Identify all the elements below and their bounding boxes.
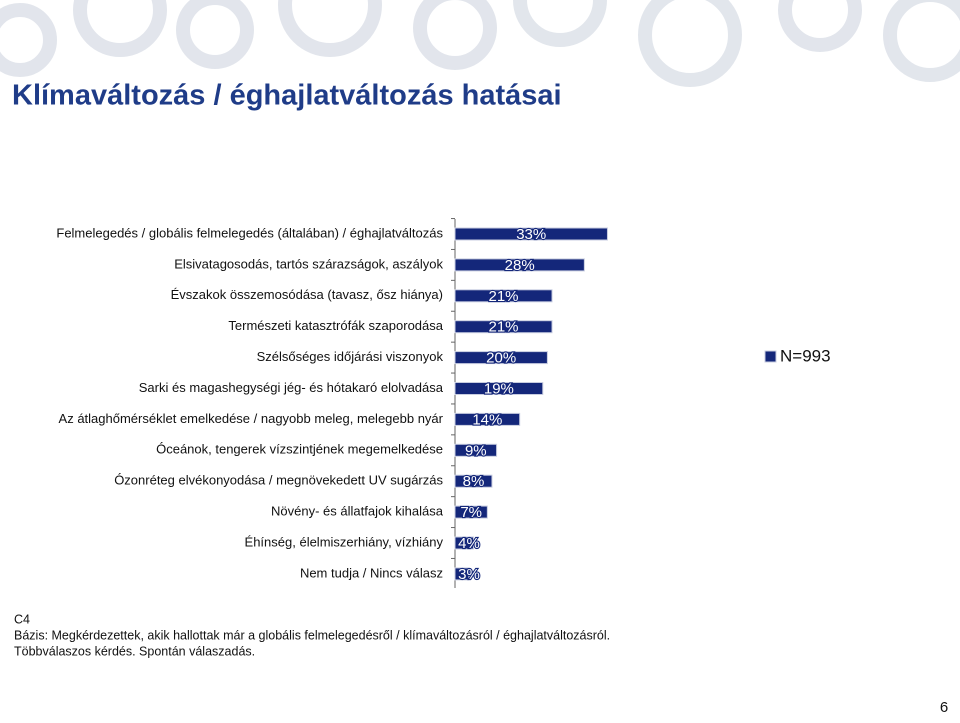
value-label: 8% xyxy=(463,473,485,490)
category-label: Szélsőséges időjárási viszonyok xyxy=(257,349,444,364)
category-label: Nem tudja / Nincs válasz xyxy=(300,565,443,580)
footnote: Többválaszos kérdés. Spontán válaszadás. xyxy=(14,644,255,658)
decoration xyxy=(0,0,960,87)
category-label: Évszakok összemosódása (tavasz, ősz hián… xyxy=(171,287,443,302)
category-label: Felmelegedés / globális felmelegedés (ál… xyxy=(56,225,443,240)
category-label: Növény- és állatfajok kihalása xyxy=(271,504,444,519)
category-label: Ózonréteg elvékonyodása / megnövekedett … xyxy=(114,473,443,488)
value-label: 4% xyxy=(458,535,480,552)
bar xyxy=(454,505,488,519)
bar xyxy=(454,289,553,303)
category-label: Elsivatagosodás, tartós szárazságok, asz… xyxy=(174,256,443,271)
value-label: 7% xyxy=(460,504,482,521)
bar xyxy=(454,474,493,488)
title: Klímaváltozás / éghajlatváltozás hatásai xyxy=(12,80,562,112)
bar xyxy=(454,227,608,241)
bar xyxy=(454,536,474,550)
category-label: Az átlaghőmérséklet emelkedése / nagyobb… xyxy=(59,411,444,426)
bar xyxy=(454,258,585,272)
value-label: 21% xyxy=(488,288,518,305)
bar xyxy=(454,412,521,426)
chart: Felmelegedés / globális felmelegedés (ál… xyxy=(56,218,831,584)
bar xyxy=(454,320,553,334)
category-label: Éhínség, élelmiszerhiány, vízhiány xyxy=(245,534,444,549)
category-label: Sarki és magashegységi jég- és hótakaró … xyxy=(139,380,444,395)
value-label: 20% xyxy=(486,350,516,367)
bar xyxy=(454,567,470,581)
bar xyxy=(454,443,498,457)
value-label: 14% xyxy=(472,411,502,428)
page-number: 6 xyxy=(940,699,948,716)
value-label: 19% xyxy=(484,380,514,397)
value-label: 33% xyxy=(516,226,546,243)
value-label: 9% xyxy=(465,442,487,459)
category-label: Természeti katasztrófák szaporodása xyxy=(228,318,443,333)
footnote: Bázis: Megkérdezettek, akik hallottak má… xyxy=(14,628,610,642)
value-label: 28% xyxy=(505,257,535,274)
legend-label: N=993 xyxy=(780,346,831,365)
footnote: C4 xyxy=(14,612,30,626)
category-label: Óceánok, tengerek vízszintjének megemelk… xyxy=(156,442,443,457)
bar xyxy=(454,382,544,395)
value-label: 3% xyxy=(458,566,480,583)
bar xyxy=(454,351,548,365)
value-label: 21% xyxy=(488,319,518,336)
legend-swatch xyxy=(764,350,777,363)
